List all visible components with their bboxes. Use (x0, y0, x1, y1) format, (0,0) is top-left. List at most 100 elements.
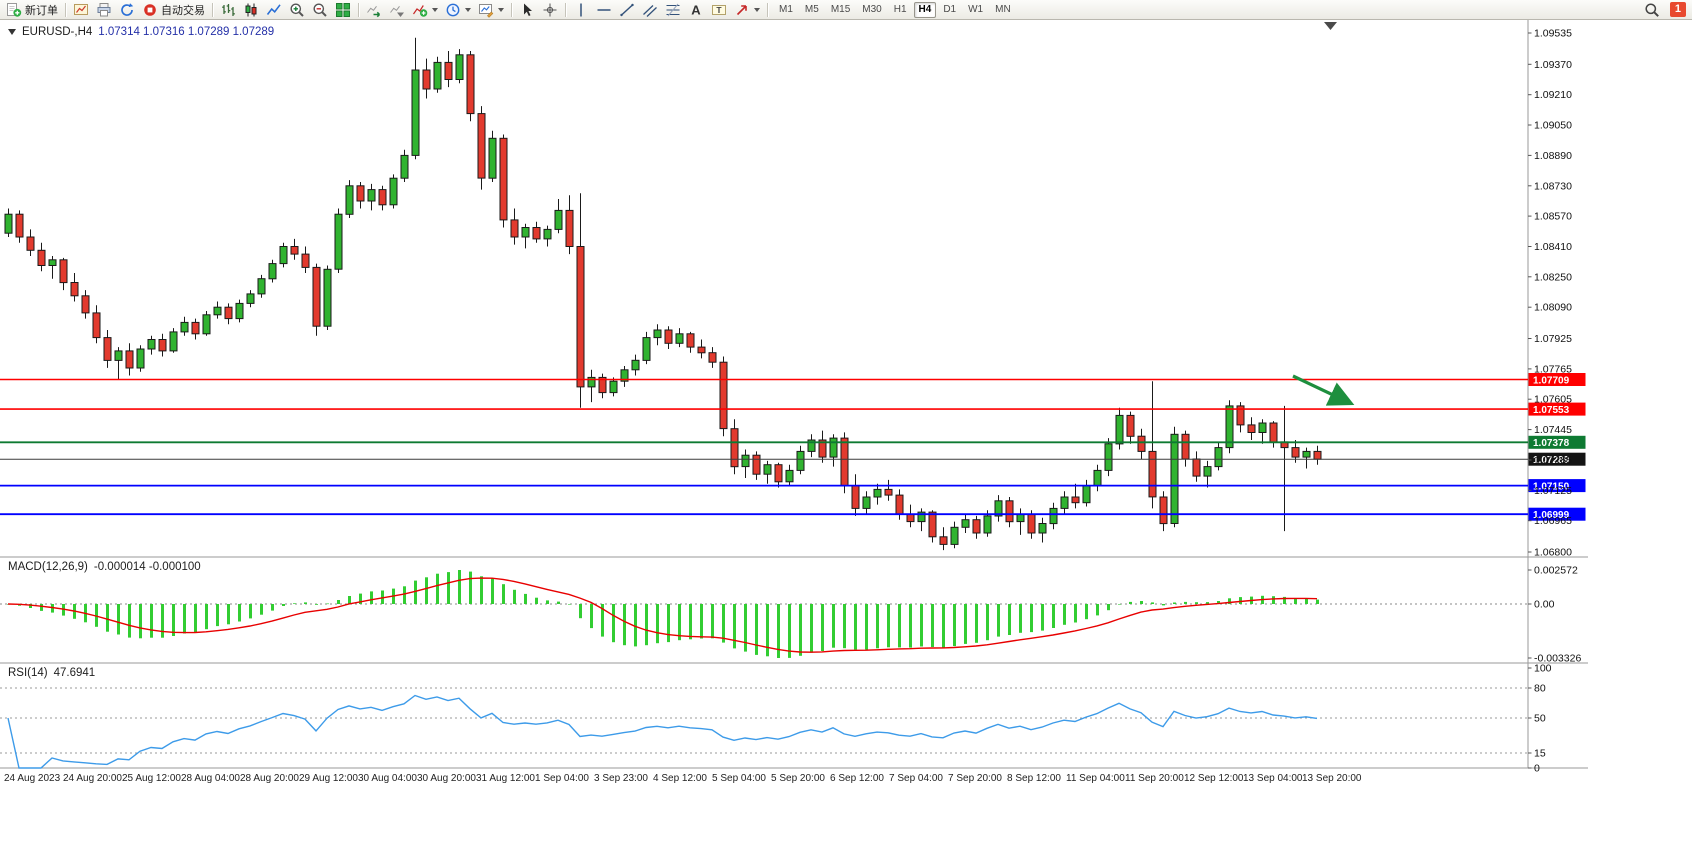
vertical-line-button[interactable] (570, 1, 592, 19)
timeframe-button-d1[interactable]: D1 (943, 4, 957, 15)
chart-canvas[interactable]: 1.07709 1.07553 1.07378 1.07289 1.07150 1.069… (0, 20, 1692, 852)
price-axis-label: 1.07445 (1534, 424, 1572, 436)
fibonacci-icon (666, 3, 680, 16)
auto-scroll-icon (367, 5, 381, 17)
notification-badge[interactable]: 1 (1669, 2, 1686, 17)
new-chart-button[interactable] (70, 1, 92, 19)
toolbar-separator (565, 2, 566, 17)
horizontal-line-1.07289[interactable]: 1.07289 (0, 452, 1586, 466)
chart-window[interactable]: 1.07709 1.07553 1.07378 1.07289 1.07150 1.069… (0, 20, 1692, 852)
line-chart-button[interactable] (263, 1, 285, 19)
time-axis-label: 13 Sep 04:00 (1243, 773, 1303, 784)
candlestick-chart-button[interactable] (240, 1, 262, 19)
time-axis-label: 25 Aug 12:00 (122, 773, 181, 784)
svg-text:1.07709: 1.07709 (1533, 375, 1570, 386)
time-axis[interactable]: 24 Aug 2023 24 Aug 20:00 25 Aug 12:00 28 Au… (4, 773, 1362, 784)
trendline-button[interactable] (616, 1, 638, 19)
price-axis-label: 1.07285 (1534, 455, 1572, 467)
price-axis-label: 1.09370 (1534, 59, 1572, 71)
trend-arrow-annotation[interactable] (1292, 374, 1355, 406)
zoom-in-button[interactable] (286, 1, 308, 19)
crosshair-button[interactable] (539, 1, 561, 19)
time-axis-label: 1 Sep 04:00 (535, 773, 589, 784)
zoom-out-button[interactable] (309, 1, 331, 19)
svg-text:T: T (716, 4, 722, 14)
rsi-axis-label: 0 (1534, 763, 1540, 775)
horizontal-line-button[interactable] (593, 1, 615, 19)
time-axis-label: 5 Sep 20:00 (771, 773, 825, 784)
cursor-button[interactable] (516, 1, 538, 19)
rsi-axis-label: 15 (1534, 748, 1546, 760)
svg-text:1.07289: 1.07289 (1533, 455, 1570, 466)
price-axis-label: 1.08890 (1534, 150, 1572, 162)
indicators-icon (413, 4, 428, 17)
text-label-button[interactable]: T (708, 1, 730, 19)
fibonacci-button[interactable] (662, 1, 684, 19)
print-button[interactable] (93, 1, 115, 19)
time-axis-label: 30 Aug 04:00 (358, 773, 417, 784)
horizontal-line-1.06999[interactable]: 1.06999 (0, 507, 1586, 521)
time-axis-label: 3 Sep 23:00 (594, 773, 648, 784)
candlestick-icon (245, 3, 257, 16)
horizontal-line-1.07553[interactable]: 1.07553 (0, 402, 1586, 416)
crosshair-icon (543, 3, 557, 16)
tile-windows-button[interactable] (332, 1, 354, 19)
tile-windows-icon (336, 2, 350, 17)
new-order-button[interactable]: 新订单 (3, 1, 61, 19)
periods-button[interactable] (442, 1, 474, 19)
chart-shift-icon (390, 5, 404, 17)
printer-icon (97, 2, 111, 16)
timeframe-button-m5[interactable]: M5 (804, 4, 819, 15)
macd-axis-label: 0.00 (1534, 599, 1555, 611)
timeframe-button-m30[interactable]: M30 (862, 4, 882, 15)
rsi-axis-label: 80 (1534, 683, 1546, 695)
indicators-button[interactable] (409, 1, 441, 19)
rsi-line (7, 694, 1318, 769)
toolbar-separator (511, 2, 512, 17)
chart-shift-marker[interactable] (1324, 22, 1337, 30)
time-axis-label: 31 Aug 12:00 (476, 773, 535, 784)
auto-scroll-button[interactable] (363, 1, 385, 19)
symbol-dropdown-icon[interactable] (8, 29, 16, 35)
time-axis-label: 24 Aug 20:00 (63, 773, 122, 784)
ohlc-bars-icon (222, 3, 235, 16)
bar-chart-button[interactable] (217, 1, 239, 19)
horizontal-line-1.07709[interactable]: 1.07709 (0, 373, 1586, 386)
chart-icon (74, 3, 88, 15)
toolbar-separator (212, 2, 213, 17)
timeframe-button-m15[interactable]: M15 (830, 4, 851, 15)
chevron-down-icon (432, 7, 438, 12)
text-button[interactable]: A (685, 1, 707, 19)
rsi-axis[interactable]: 100 80 50 15 0 (1528, 663, 1552, 775)
candlestick-series (4, 37, 1322, 551)
time-axis-label: 28 Aug 20:00 (240, 773, 299, 784)
price-axis-label: 1.06965 (1534, 515, 1572, 527)
autotrading-button[interactable]: 自动交易 (139, 1, 208, 19)
chart-shift-button[interactable] (386, 1, 408, 19)
vline-icon (580, 3, 582, 16)
svg-text:A: A (691, 2, 701, 17)
time-axis-label: 7 Sep 04:00 (889, 773, 943, 784)
arrows-button[interactable] (731, 1, 763, 19)
horizontal-line-1.07150[interactable]: 1.07150 (0, 479, 1586, 492)
price-axis-label: 1.07605 (1534, 394, 1572, 406)
templates-button[interactable] (475, 1, 507, 19)
time-axis-label: 13 Sep 20:00 (1302, 773, 1362, 784)
macd-axis-label: -0.003326 (1534, 653, 1581, 665)
search-button[interactable] (1641, 1, 1663, 19)
timeframe-button-h1[interactable]: H1 (893, 4, 907, 15)
horizontal-line-1.07378[interactable]: 1.07378 (0, 435, 1586, 449)
price-axis[interactable]: 1.09535 1.09370 1.09210 1.09050 1.08890 1.087… (1528, 28, 1572, 559)
timeframe-button-w1[interactable]: W1 (968, 4, 984, 15)
new-order-button-label: 新订单 (25, 4, 58, 17)
toolbar-right-cluster: 1 (1641, 1, 1689, 19)
refresh-button[interactable] (116, 1, 138, 19)
time-axis-label: 5 Sep 04:00 (712, 773, 766, 784)
macd-axis[interactable]: 0.002572 0.00 -0.003326 (1528, 565, 1581, 665)
zoom-out-icon (313, 3, 327, 17)
timeframe-button-mn[interactable]: MN (995, 4, 1011, 15)
timeframe-button-h4[interactable]: H4 (913, 1, 937, 18)
channel-button[interactable] (639, 1, 661, 19)
timeframe-button-m1[interactable]: M1 (779, 4, 793, 15)
price-axis-label: 1.08410 (1534, 241, 1572, 253)
